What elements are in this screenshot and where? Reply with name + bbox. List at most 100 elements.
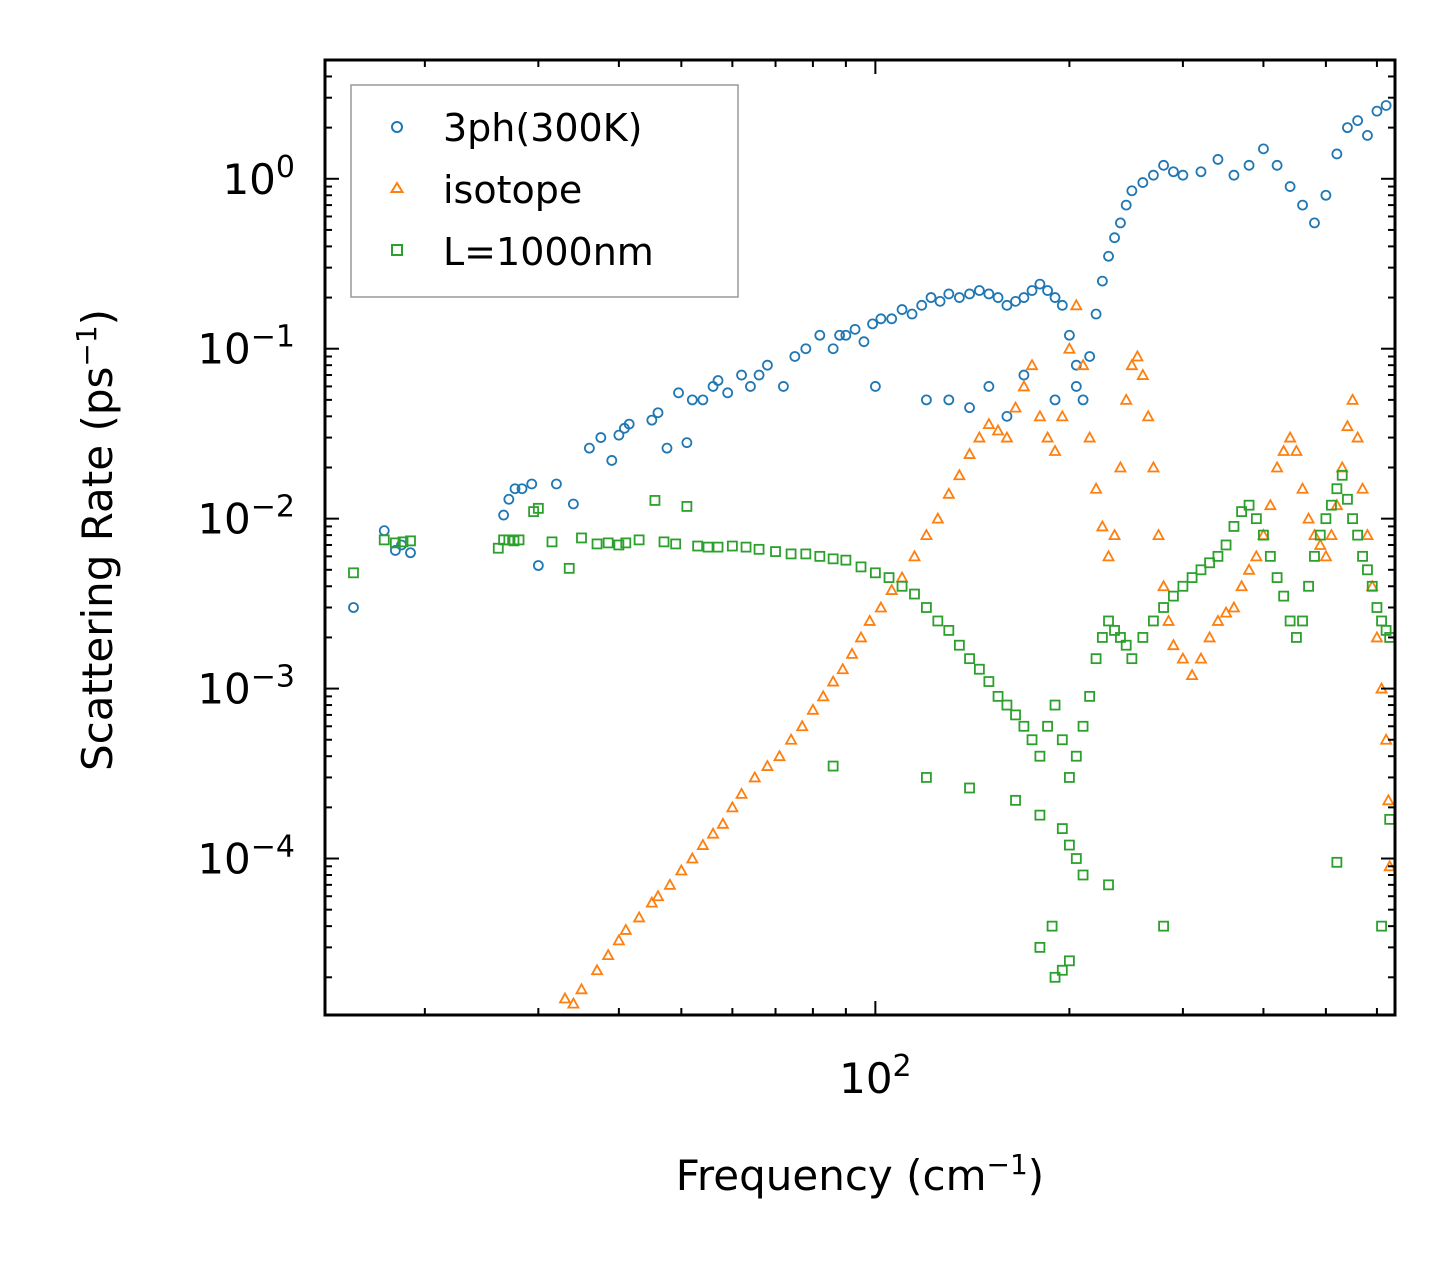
data-point bbox=[1331, 856, 1343, 868]
data-point bbox=[1090, 653, 1102, 665]
data-point bbox=[1055, 409, 1069, 422]
data-point bbox=[748, 770, 762, 783]
data-point bbox=[1137, 177, 1149, 188]
data-point bbox=[1026, 285, 1038, 296]
data-point bbox=[1000, 430, 1014, 443]
data-point bbox=[1070, 381, 1082, 392]
data-point bbox=[943, 394, 955, 406]
data-point bbox=[1108, 528, 1122, 541]
data-point bbox=[916, 299, 928, 311]
data-point bbox=[943, 624, 955, 636]
data-point bbox=[1264, 550, 1276, 562]
data-point bbox=[613, 429, 625, 441]
y-axis-title: Scattering Rate (ps−1) bbox=[70, 309, 123, 771]
legend-marker-square bbox=[391, 244, 403, 256]
data-point bbox=[1026, 734, 1038, 746]
data-point bbox=[753, 369, 765, 381]
data-point bbox=[1320, 513, 1332, 525]
data-point bbox=[885, 583, 899, 595]
data-point bbox=[1158, 159, 1169, 171]
data-point bbox=[1056, 734, 1068, 746]
data-point bbox=[840, 329, 852, 341]
data-point bbox=[1220, 539, 1232, 551]
data-point bbox=[1284, 615, 1296, 627]
data-point bbox=[696, 838, 710, 850]
series-2 bbox=[348, 469, 1396, 983]
data-point bbox=[921, 394, 932, 406]
ticks-layer: 100 10−1 10−2 10−3 10−4 102 bbox=[197, 59, 1395, 1103]
data-point bbox=[735, 787, 749, 799]
data-point bbox=[348, 602, 359, 613]
data-point bbox=[1095, 519, 1109, 532]
data-point bbox=[551, 478, 562, 490]
data-point bbox=[1070, 853, 1082, 864]
data-point bbox=[840, 554, 852, 566]
data-point bbox=[397, 536, 409, 548]
data-point bbox=[886, 313, 898, 325]
data-point bbox=[526, 478, 538, 490]
data-point bbox=[836, 662, 850, 675]
data-point bbox=[633, 534, 645, 546]
data-point bbox=[827, 553, 839, 565]
data-point bbox=[1077, 394, 1089, 406]
data-point bbox=[795, 719, 809, 732]
data-point bbox=[1018, 369, 1030, 381]
data-point bbox=[972, 430, 986, 443]
data-point bbox=[1049, 394, 1061, 406]
data-point bbox=[896, 580, 908, 592]
data-point bbox=[1176, 651, 1190, 664]
data-point bbox=[1314, 529, 1326, 541]
data-point bbox=[532, 560, 544, 571]
data-point bbox=[1204, 557, 1215, 569]
data-point bbox=[1166, 638, 1180, 651]
data-point bbox=[546, 536, 558, 548]
data-point bbox=[645, 895, 659, 908]
data-point bbox=[1069, 298, 1083, 311]
x-axis-title: Frequency (cm−1) bbox=[676, 1148, 1044, 1201]
data-point bbox=[532, 502, 544, 514]
data-point bbox=[663, 877, 677, 890]
legend-item-3ph: 3ph(300K) bbox=[391, 106, 642, 150]
data-point bbox=[1228, 521, 1240, 532]
legend-marker-triangle bbox=[389, 181, 405, 193]
series-1 bbox=[558, 298, 1397, 1009]
data-point bbox=[685, 851, 699, 864]
data-point bbox=[498, 509, 510, 521]
data-point bbox=[1096, 632, 1108, 643]
data-point bbox=[1125, 358, 1139, 371]
data-point bbox=[953, 639, 965, 651]
data-point bbox=[516, 483, 528, 495]
data-point bbox=[1346, 393, 1360, 405]
data-point bbox=[348, 567, 359, 579]
y-tick-label: 10−3 bbox=[197, 659, 295, 714]
data-point bbox=[1342, 122, 1353, 134]
data-point bbox=[762, 359, 773, 371]
data-point bbox=[1297, 615, 1308, 627]
data-point bbox=[806, 702, 820, 715]
data-point bbox=[1362, 129, 1373, 141]
data-point bbox=[1324, 528, 1338, 541]
legend: 3ph(300K) isotope L=1000nm bbox=[350, 84, 739, 298]
data-point bbox=[1084, 690, 1096, 702]
data-point bbox=[1158, 602, 1169, 613]
data-point bbox=[1360, 528, 1374, 541]
data-point bbox=[1270, 460, 1284, 473]
data-point bbox=[1033, 409, 1047, 422]
data-point bbox=[1018, 292, 1030, 303]
data-point bbox=[931, 511, 945, 524]
data-point bbox=[1120, 639, 1132, 651]
data-point bbox=[983, 381, 995, 392]
data-point bbox=[1010, 295, 1021, 307]
data-point bbox=[378, 534, 390, 546]
data-point bbox=[919, 528, 933, 541]
data-point bbox=[1148, 615, 1159, 627]
data-point bbox=[740, 541, 752, 553]
data-point bbox=[1283, 430, 1297, 443]
data-point bbox=[1168, 590, 1179, 602]
data-point bbox=[1289, 444, 1303, 456]
data-point bbox=[1342, 493, 1353, 505]
data-point bbox=[595, 432, 607, 443]
data-point bbox=[1070, 750, 1082, 762]
data-point bbox=[566, 996, 580, 1009]
data-point bbox=[673, 387, 684, 399]
